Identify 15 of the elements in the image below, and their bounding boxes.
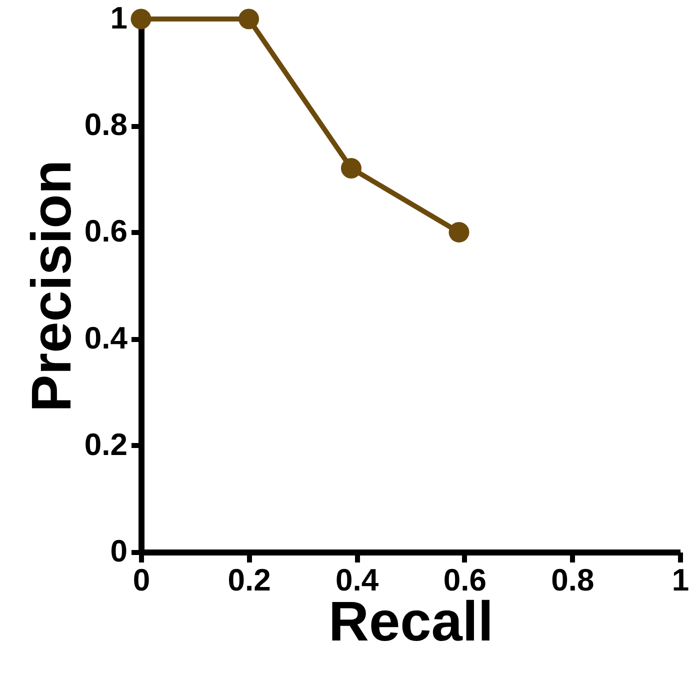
x-tick-label: 1 [672, 562, 690, 598]
x-tick-label: 0 [132, 562, 150, 598]
y-tick-label: 0 [110, 534, 128, 568]
point [238, 8, 260, 30]
y-tick-label: 0.2 [84, 426, 128, 462]
y-tick-label: 0.6 [84, 214, 128, 249]
x-tick-label: 0.8 [551, 562, 594, 598]
point [448, 222, 470, 242]
y-tick-label: 0.8 [84, 107, 128, 142]
y-tick-label: 1 [110, 0, 128, 36]
point [340, 158, 362, 178]
x-tick-label: 0.2 [228, 562, 271, 598]
y-axis-title: Precision [19, 160, 82, 412]
point [130, 8, 152, 30]
y-tick-label: 0.4 [84, 320, 128, 356]
